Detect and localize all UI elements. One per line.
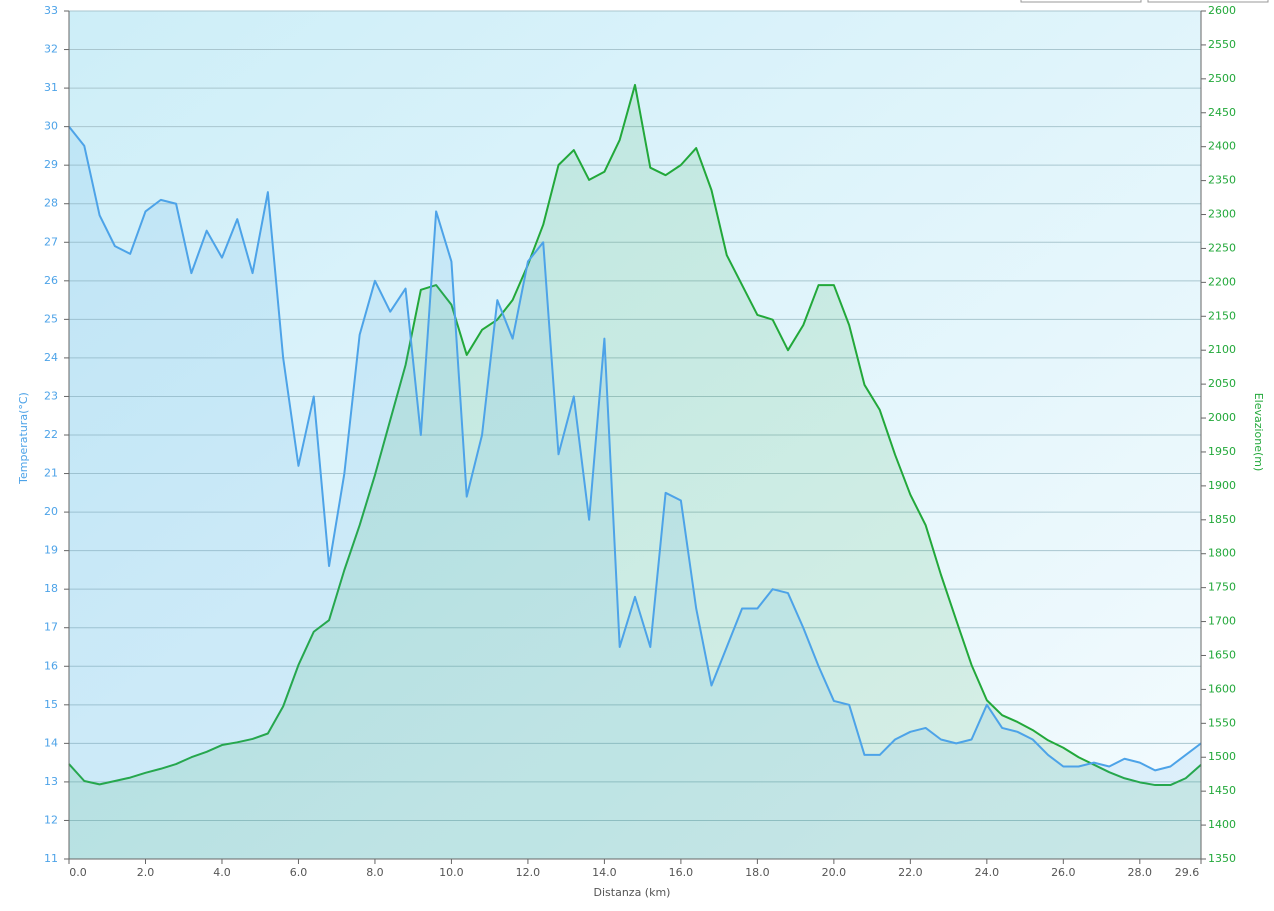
y2-tick-label: 2200 (1208, 275, 1236, 288)
y-tick-label: 17 (44, 621, 58, 634)
y2-tick-label: 1850 (1208, 513, 1236, 526)
y-tick-label: 11 (44, 852, 58, 865)
y-tick-label: 28 (44, 197, 58, 210)
y2-tick-label: 1350 (1208, 852, 1236, 865)
y2-tick-label: 2600 (1208, 4, 1236, 17)
x-tick-label: 12.0 (516, 866, 541, 879)
y-tick-label: 16 (44, 659, 58, 672)
y-tick-label: 24 (44, 351, 58, 364)
area (69, 84, 1201, 859)
y2-tick-label: 2250 (1208, 241, 1236, 254)
x-tick-label: 10.0 (439, 866, 464, 879)
y2-tick-label: 2550 (1208, 38, 1236, 51)
y-tick-label: 30 (44, 120, 58, 133)
y2-tick-label: 2300 (1208, 208, 1236, 221)
y2-tick-label: 1500 (1208, 750, 1236, 763)
y2-tick-label: 2000 (1208, 411, 1236, 424)
y2-tick-label: 1950 (1208, 445, 1236, 458)
y2-tick-label: 2050 (1208, 377, 1236, 390)
grid (69, 10, 1201, 860)
y-tick-label: 27 (44, 235, 58, 248)
y-tick-label: 23 (44, 389, 58, 402)
y2-tick-label: 1900 (1208, 479, 1236, 492)
y2-tick-label: 1400 (1208, 818, 1236, 831)
x-axis-label: Distanza (km) (594, 886, 671, 899)
y2-tick-label: 2400 (1208, 140, 1236, 153)
line (68, 83, 1202, 787)
button[interactable] (1020, 0, 1142, 3)
x-tick-label: 16.0 (669, 866, 694, 879)
y-tick-label: 15 (44, 698, 58, 711)
y2-tick-label: 1600 (1208, 682, 1236, 695)
y-tick-label: 32 (44, 43, 58, 56)
y2-tick-label: 2100 (1208, 343, 1236, 356)
y-tick-label: 25 (44, 312, 58, 325)
area (69, 126, 1201, 860)
x-tick-label: 20.0 (822, 866, 847, 879)
y2-axis-label: Elevazione(m) (1252, 393, 1265, 472)
y-tick-label: 13 (44, 775, 58, 788)
axes: 11 12 13 14 15 16 17 18 19 20 21 22 23 24 25 26 27 28 29 30… (44, 4, 1236, 879)
y2-tick-label: 1750 (1208, 581, 1236, 594)
y-tick-label: 33 (44, 4, 58, 17)
y-tick-label: 29 (44, 158, 58, 171)
x-tick-label: 26.0 (1051, 866, 1076, 879)
y-tick-label: 14 (44, 736, 58, 749)
y2-tick-label: 2500 (1208, 72, 1236, 85)
marks (68, 83, 1202, 860)
y2-tick-label: 2450 (1208, 106, 1236, 119)
x-tick-label: 8.0 (366, 866, 384, 879)
x-tick-label: 14.0 (592, 866, 617, 879)
x-tick-label: 2.0 (137, 866, 155, 879)
line (68, 126, 1202, 772)
y-tick-label: 21 (44, 467, 58, 480)
y-tick-label: 22 (44, 428, 58, 441)
x-tick-label: 29.6 (1175, 866, 1200, 879)
y-tick-label: 20 (44, 505, 58, 518)
x-tick-label: 4.0 (213, 866, 231, 879)
y-tick-label: 26 (44, 274, 58, 287)
x-tick-label: 22.0 (898, 866, 923, 879)
y2-tick-label: 1650 (1208, 648, 1236, 661)
y-tick-label: 12 (44, 813, 58, 826)
y2-tick-label: 1550 (1208, 716, 1236, 729)
y2-tick-label: 1800 (1208, 547, 1236, 560)
y2-tick-label: 2350 (1208, 174, 1236, 187)
y-axis-label: Temperatura(°C) (17, 392, 30, 485)
x-tick-label: 6.0 (290, 866, 308, 879)
button[interactable] (1147, 0, 1269, 3)
y2-tick-label: 2150 (1208, 309, 1236, 322)
y-tick-label: 18 (44, 582, 58, 595)
x-tick-label: 28.0 (1128, 866, 1153, 879)
y2-tick-label: 1450 (1208, 784, 1236, 797)
y-tick-label: 31 (44, 81, 58, 94)
y2-tick-label: 1700 (1208, 615, 1236, 628)
y-tick-label: 19 (44, 544, 58, 557)
x-tick-label: 18.0 (745, 866, 770, 879)
x-tick-label: 0.0 (69, 866, 87, 879)
x-tick-label: 24.0 (975, 866, 1000, 879)
